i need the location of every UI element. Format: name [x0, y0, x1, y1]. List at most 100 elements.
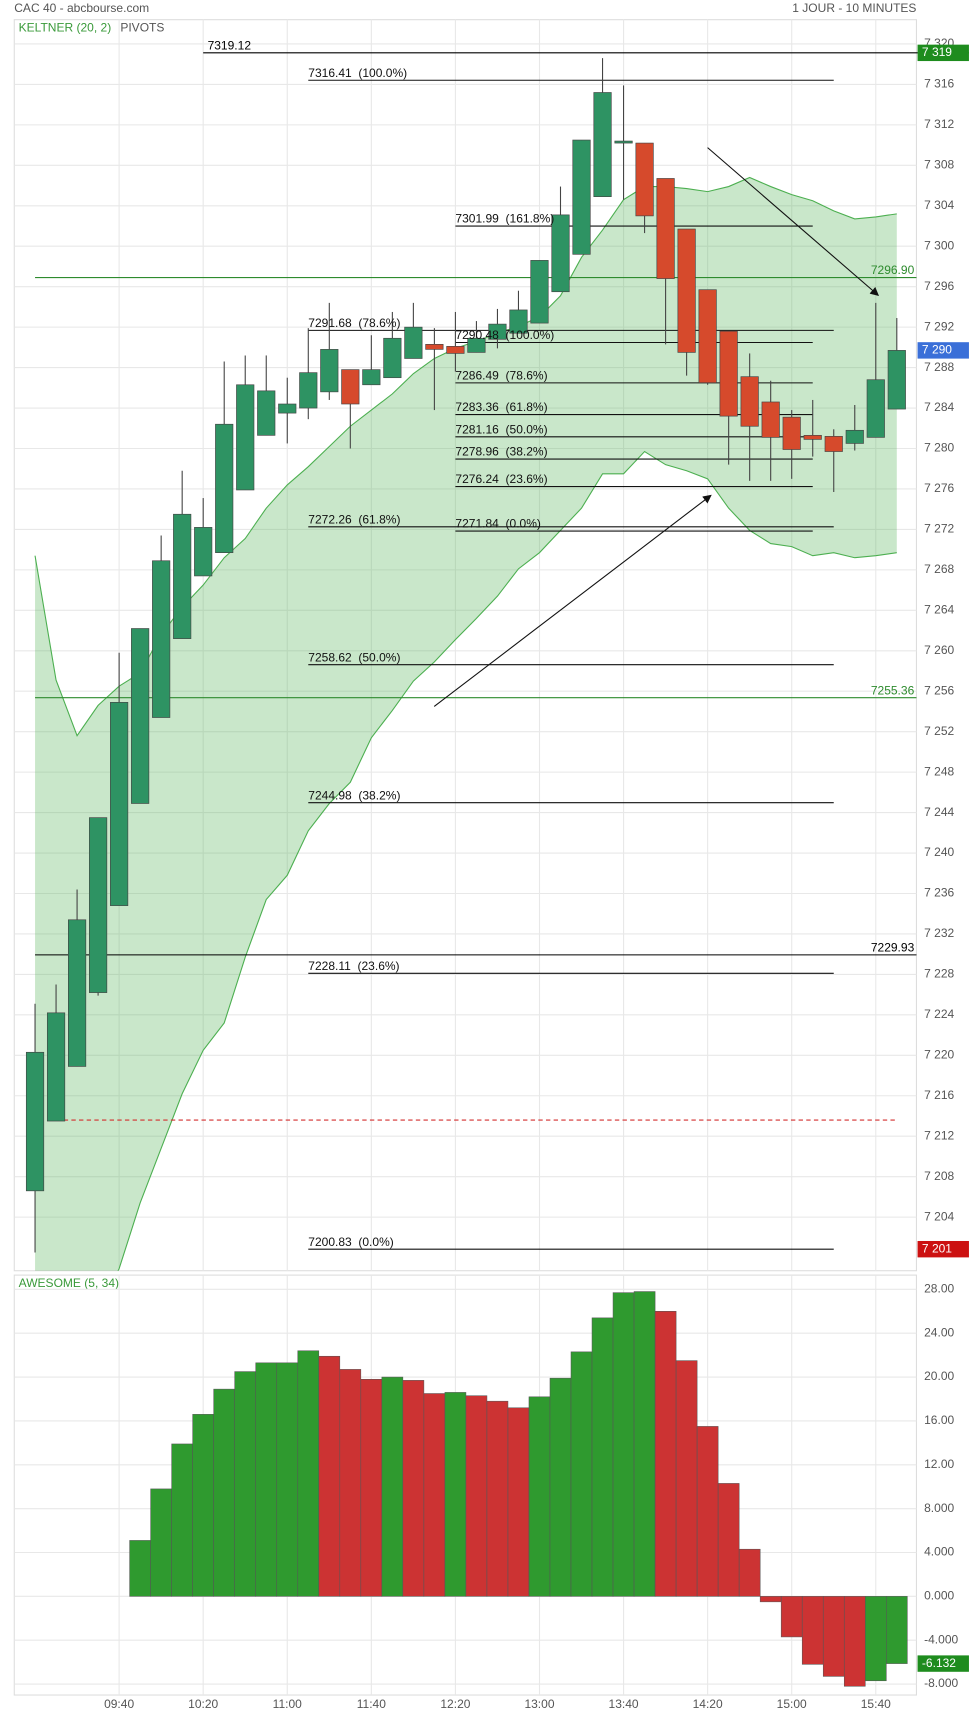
- grid-layer: [13, 19, 918, 1696]
- y-tick-label: 7 208: [924, 1169, 954, 1183]
- candle-body: [572, 139, 591, 255]
- ao-bar: [675, 1360, 698, 1597]
- candle-body: [509, 309, 528, 334]
- candle-body: [488, 323, 507, 340]
- fib-label: 7200.83 (0.0%): [308, 1235, 394, 1249]
- y-tick-label: 7 280: [924, 441, 954, 455]
- candle-body: [383, 337, 402, 379]
- ao-bar: [801, 1596, 824, 1665]
- y-tick-label: 7 316: [924, 77, 954, 91]
- y-tick-label: -8.000: [924, 1676, 958, 1690]
- candle-body: [656, 178, 675, 279]
- y-tick-label: 7 284: [924, 400, 954, 414]
- ao-bar: [213, 1388, 235, 1597]
- ao-bar: [339, 1369, 362, 1597]
- candle-body: [152, 560, 171, 718]
- y-tick-label: 7 264: [924, 602, 954, 616]
- fib-label: 7281.16 (50.0%): [455, 422, 547, 436]
- candle-body: [635, 142, 654, 217]
- value-badge: [917, 1655, 969, 1672]
- x-tick-label: 11:00: [273, 1697, 302, 1711]
- candle-body: [593, 92, 612, 197]
- candle-body: [677, 228, 696, 353]
- candle-body: [551, 214, 570, 293]
- fib-label: 7276.24 (23.6%): [455, 472, 547, 486]
- candle-body: [803, 435, 822, 440]
- x-tick-label: 13:00: [524, 1697, 554, 1711]
- ao-bar: [633, 1291, 656, 1597]
- marks-layer: [25, 58, 908, 1687]
- pivot-label: 7255.36: [871, 683, 915, 697]
- y-tick-label: 7 268: [924, 562, 954, 576]
- ao-bar: [150, 1488, 172, 1597]
- candle-body: [614, 140, 633, 144]
- ao-bar: [528, 1396, 551, 1597]
- x-tick-label: 15:40: [861, 1697, 891, 1711]
- y-tick-label: 4.000: [924, 1545, 954, 1559]
- arrow: [433, 494, 712, 707]
- ao-bar: [276, 1362, 299, 1597]
- x-tick-label: 12:20: [440, 1697, 470, 1711]
- ao-bar: [318, 1355, 341, 1597]
- period: 1 JOUR - 10 MINUTES: [792, 1, 916, 15]
- price-badge: [917, 44, 969, 62]
- y-tick-label: 7 304: [924, 198, 954, 212]
- fib-label: 7290.48 (100.0%): [455, 328, 554, 342]
- candle-body: [362, 369, 381, 386]
- candle-body: [257, 390, 276, 436]
- ao-bar: [738, 1548, 761, 1597]
- y-tick-label: 7 236: [924, 886, 954, 900]
- keltner-lower: [117, 450, 897, 1271]
- candle-body: [698, 289, 717, 384]
- ao-bar: [549, 1377, 572, 1597]
- pivot-label: 7319.12: [208, 38, 252, 52]
- ao-bar: [843, 1596, 866, 1687]
- y-tick-label: -4.000: [924, 1632, 958, 1646]
- candle-body: [425, 344, 444, 350]
- x-tick-label: 15:00: [777, 1697, 807, 1711]
- ao-bar: [570, 1351, 593, 1597]
- candle-body: [341, 369, 360, 405]
- x-tick-label: 09:40: [104, 1697, 134, 1711]
- y-tick-label: 24.00: [924, 1325, 954, 1339]
- y-tick-label: 7 212: [924, 1128, 954, 1142]
- fib-label: 7271.84 (0.0%): [455, 517, 541, 531]
- candle-body: [320, 349, 339, 393]
- candle-body: [824, 436, 843, 452]
- candle-body: [467, 337, 486, 353]
- ao-bar: [297, 1350, 320, 1597]
- y-tick-label: 7 260: [924, 643, 954, 657]
- y-tick-label: 7 252: [924, 724, 954, 738]
- panel-title: AWESOME (5, 34): [19, 1276, 119, 1290]
- y-tick-label: 16.00: [924, 1413, 954, 1427]
- indicator-label: PIVOTS: [120, 21, 164, 35]
- candle-body: [719, 330, 738, 417]
- pivot-label: 7229.93: [871, 940, 915, 954]
- price-badge: [917, 342, 969, 359]
- ao-bar: [192, 1414, 214, 1597]
- candle-body: [89, 817, 108, 993]
- y-tick-label: 7 312: [924, 117, 954, 131]
- keltner-band: [35, 177, 897, 1271]
- y-tick-label: 7 300: [924, 238, 954, 252]
- ao-bar: [717, 1483, 740, 1597]
- candle-body: [215, 423, 234, 553]
- candle-body: [278, 403, 297, 414]
- y-tick-label: 7 220: [924, 1047, 954, 1061]
- fib-label: 7272.26 (61.8%): [308, 512, 400, 526]
- y-tick-label: 7 288: [924, 360, 954, 374]
- candle-body: [530, 260, 549, 324]
- y-tick-label: 12.00: [924, 1457, 954, 1471]
- candle-body: [740, 376, 759, 427]
- y-tick-label: 7 256: [924, 683, 954, 697]
- y-tick-label: 0.000: [924, 1589, 954, 1603]
- x-tick-label: 10:20: [188, 1697, 218, 1711]
- ao-bar: [486, 1400, 509, 1597]
- y-tick-label: 8.000: [924, 1501, 954, 1515]
- fib-label: 7228.11 (23.6%): [308, 959, 399, 973]
- candle-body: [782, 416, 801, 450]
- ao-bar: [129, 1540, 151, 1597]
- x-tick-label: 11:40: [357, 1697, 386, 1711]
